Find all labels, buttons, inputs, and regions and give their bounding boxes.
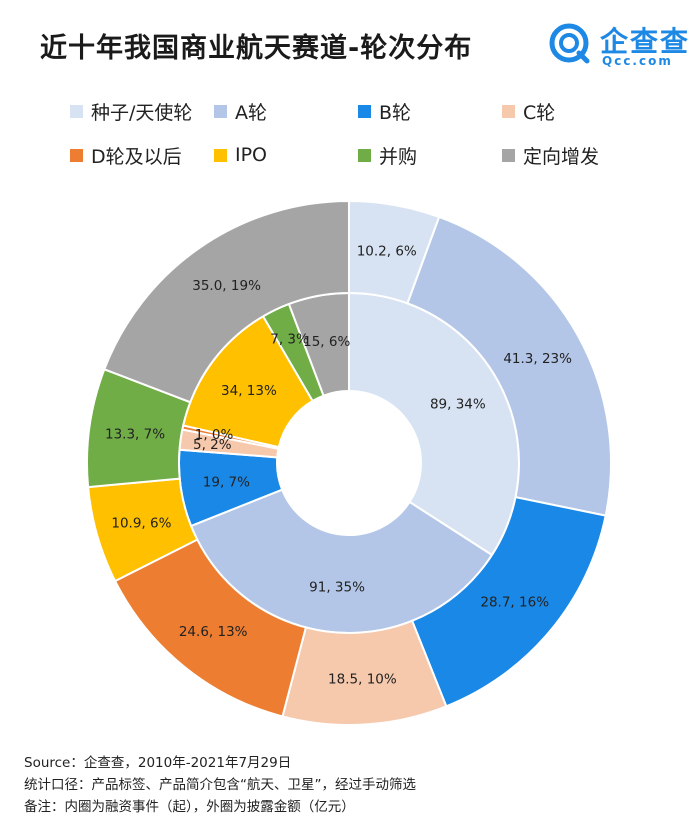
outer-label-d-round: 24.6, 13% (179, 624, 248, 640)
legend-label: 种子/天使轮 (91, 101, 193, 124)
footer: Source：企查查，2010年-2021年7月29日 统计口径：产品标签、产品… (24, 752, 684, 818)
legend: 种子/天使轮 A轮 B轮 C轮 D轮及以后 IPO 并购 定向增发 (70, 100, 680, 180)
inner-label-c-round: 5, 2% (193, 437, 232, 453)
legend-swatch (358, 148, 371, 162)
outer-label-private-placement: 35.0, 19% (192, 278, 261, 294)
legend-item-ma: 并购 (358, 144, 418, 168)
legend-item-seed: 种子/天使轮 (70, 100, 193, 124)
legend-label: A轮 (235, 101, 267, 124)
inner-label-seed: 89, 34% (430, 397, 486, 413)
outer-label-seed: 10.2, 6% (357, 243, 417, 259)
header: 近十年我国商业航天赛道-轮次分布 企查查 Qcc.com (0, 0, 700, 90)
inner-label-ma: 7, 3% (270, 331, 309, 347)
outer-slice-a-round (406, 215, 612, 517)
legend-item-c-round: C轮 (502, 100, 556, 124)
footer-source: Source：企查查，2010年-2021年7月29日 (24, 755, 292, 771)
donut-chart-svg: 89, 34% 91, 35% 19, 7% 5, 2%1, 0% 34, 13% 7, … (86, 199, 612, 726)
legend-swatch (70, 148, 83, 162)
legend-label: 定向增发 (523, 145, 600, 168)
legend-swatch (502, 148, 515, 162)
legend-item-a-round: A轮 (214, 100, 267, 124)
inner-label-a-round: 91, 35% (309, 579, 365, 595)
legend-label: B轮 (379, 101, 412, 124)
legend-swatch (70, 104, 83, 118)
outer-label-c-round: 18.5, 10% (328, 672, 397, 688)
inner-label-b-round: 19, 7% (203, 475, 250, 491)
legend-label: 并购 (379, 145, 418, 168)
logo-name: 企查查 (600, 25, 691, 58)
footer-note: 备注：内圈为融资事件（起），外圈为披露金额（亿元） (24, 799, 355, 815)
legend-swatch (214, 104, 227, 118)
legend-swatch (358, 104, 371, 118)
donut-chart: 89, 34% 91, 35% 19, 7% 5, 2% 1, 0% 34, 13% 7, … (0, 185, 700, 745)
legend-item-d-round: D轮及以后 (70, 144, 182, 168)
legend-swatch (502, 104, 515, 118)
legend-swatch (214, 148, 227, 162)
outer-label-a-round: 41.3, 23% (503, 351, 572, 367)
inner-label-ipo: 34, 13% (221, 383, 277, 399)
legend-label: D轮及以后 (91, 145, 182, 168)
legend-label: C轮 (523, 101, 556, 124)
footer-scope: 统计口径：产品标签、产品简介包含“航天、卫星”，经过手动筛选 (24, 777, 416, 793)
outer-label-ma: 13.3, 7% (105, 427, 165, 443)
inner-label-d-round: 1, 0% (195, 427, 234, 443)
qcc-logo-icon (549, 23, 590, 64)
qcc-logo: 企查查 Qcc.com (548, 20, 698, 70)
legend-label: IPO (235, 144, 268, 166)
outer-label-ipo: 10.9, 6% (111, 516, 171, 532)
outer-label-b-round: 28.7, 16% (480, 595, 549, 611)
outer-slice-private-placement (103, 199, 350, 404)
logo-sub: Qcc.com (602, 54, 673, 68)
legend-item-b-round: B轮 (358, 100, 412, 124)
legend-item-ipo: IPO (214, 144, 267, 166)
chart-title: 近十年我国商业航天赛道-轮次分布 (40, 33, 473, 64)
legend-item-private-placement: 定向增发 (502, 144, 600, 168)
inner-label-private-placement: 15, 6% (303, 334, 350, 350)
